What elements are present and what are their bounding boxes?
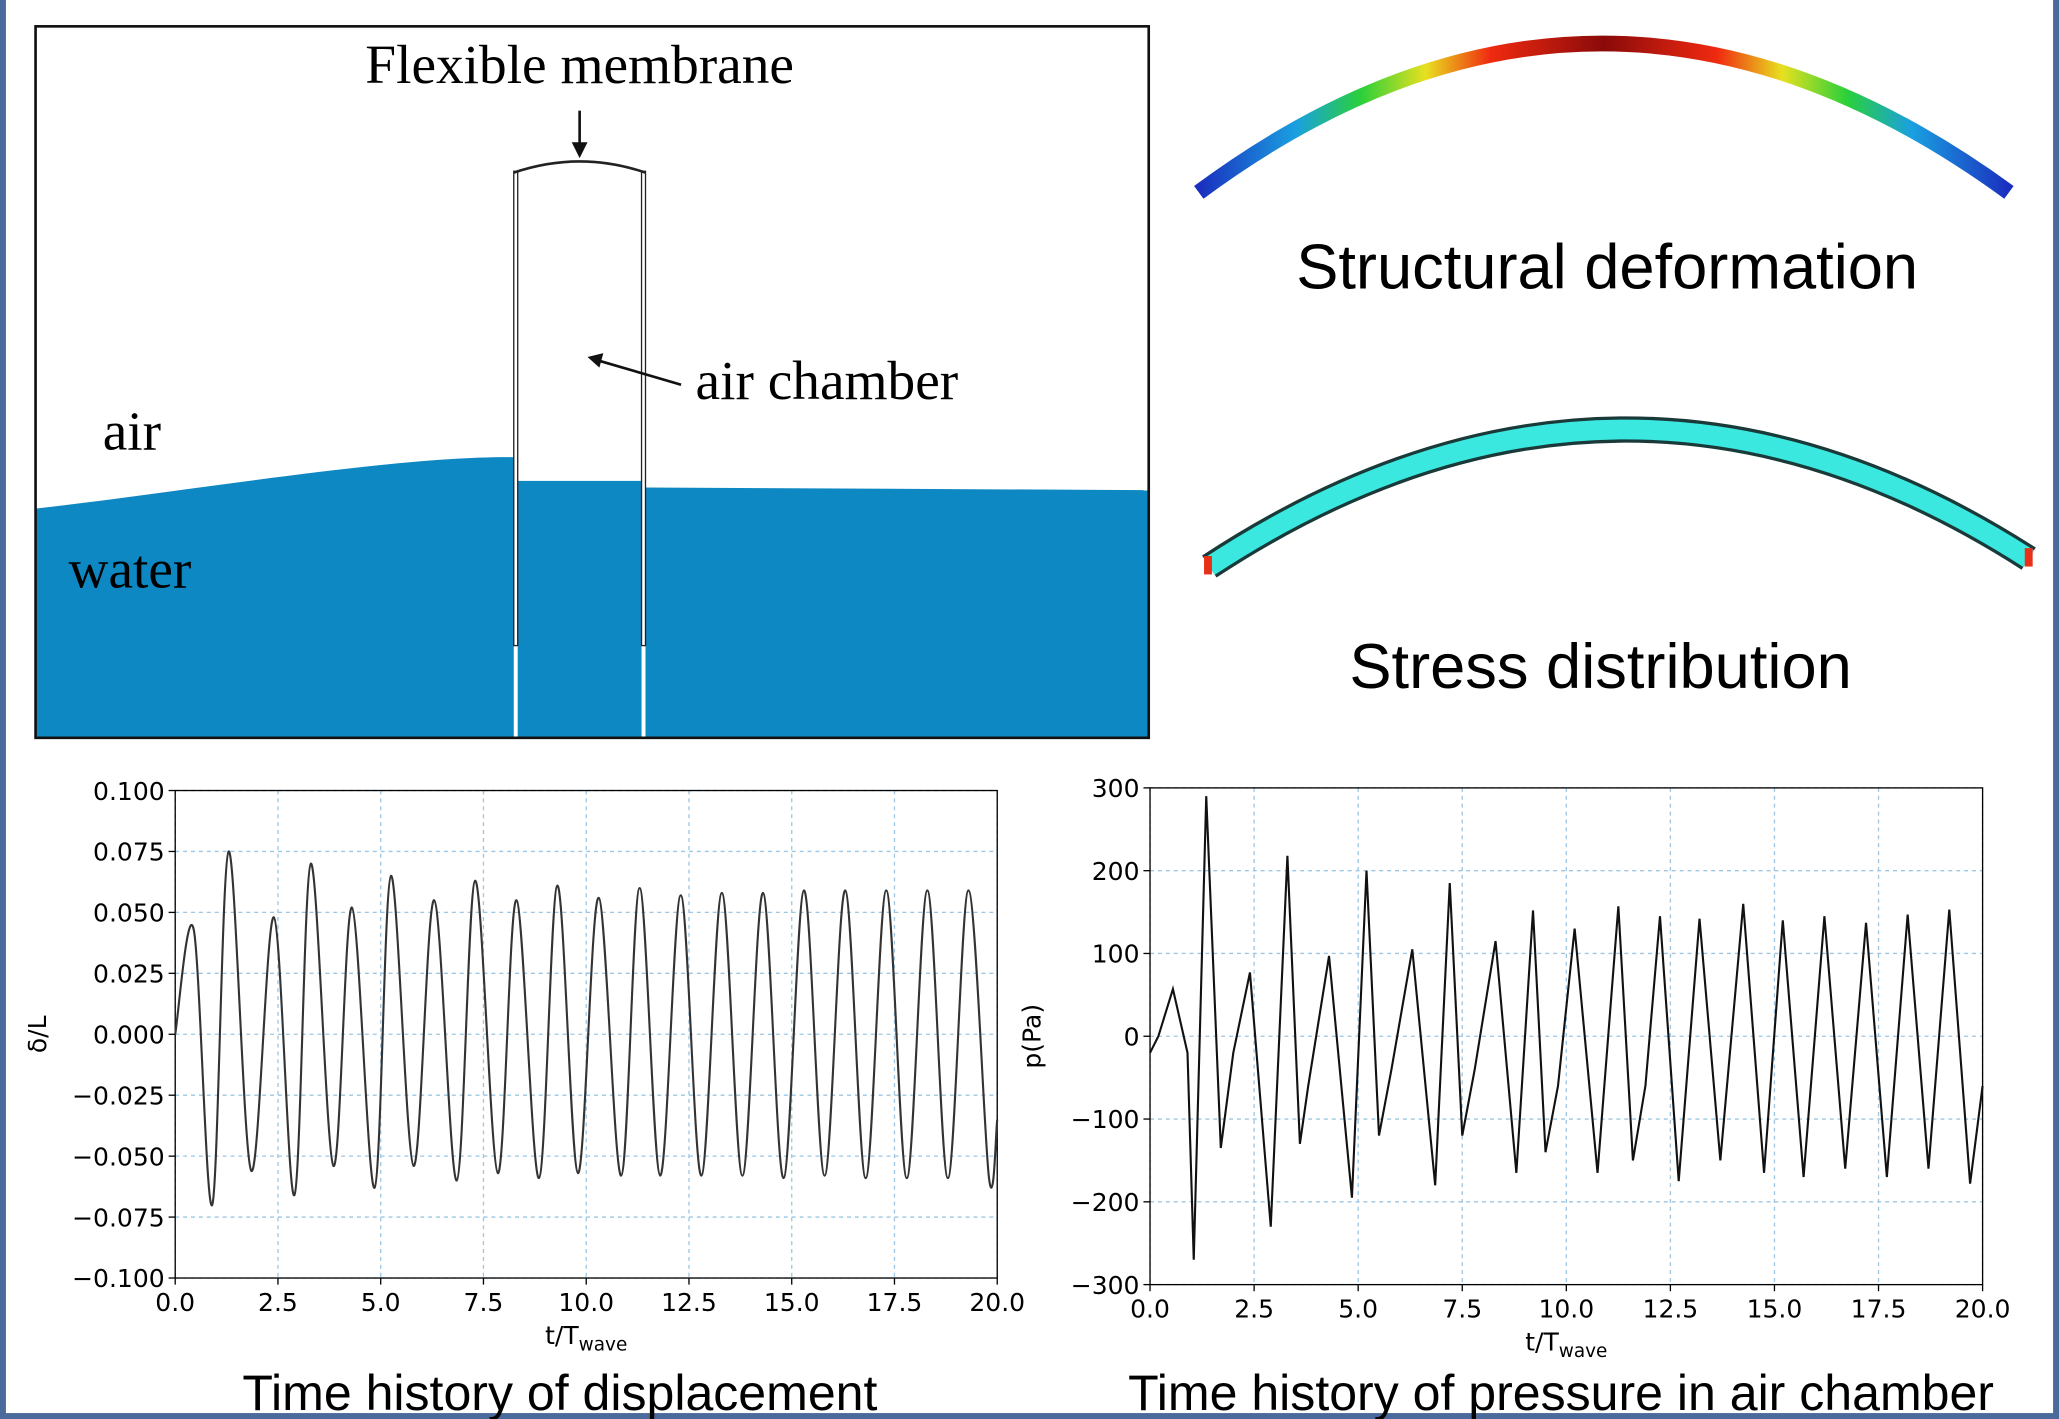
x-tick-label: 7.5	[464, 1288, 504, 1317]
y-tick-label: 0	[1124, 1022, 1140, 1051]
x-tick-label: 10.0	[1538, 1295, 1594, 1324]
x-tick-label: 12.5	[1643, 1295, 1699, 1324]
stress-shape	[1203, 419, 2035, 575]
diagram: Flexible membrane air chamber air water	[34, 25, 1151, 740]
arrow-head	[587, 353, 604, 368]
chart: 0.0 2.5 5.0 7.5 10.0 12.5 15.0 17.5 20.0 −300 −200…	[1018, 774, 2011, 1419]
y-tick-label: −200	[1071, 1188, 1140, 1217]
x-tick-label: 12.5	[661, 1288, 717, 1317]
x-tick-label: 5.0	[1338, 1295, 1378, 1324]
x-tick-label: 17.5	[867, 1288, 923, 1317]
x-axis-label: t/Twave	[1525, 1327, 1607, 1362]
chart-caption: Time history of pressure in air chamber	[1128, 1365, 1994, 1419]
y-tick-label: −300	[1071, 1271, 1140, 1300]
x-axis-label-main: t/T	[545, 1321, 579, 1350]
deformation-shape	[1194, 35, 2014, 199]
chart-caption: Time history of displacement	[242, 1365, 877, 1419]
x-tick-label: 5.0	[361, 1288, 401, 1317]
y-tick-label: 100	[1092, 940, 1140, 969]
caption: Stress distribution	[1349, 632, 1851, 702]
arrow-head	[571, 142, 588, 159]
plot-frame	[1149, 787, 1984, 1286]
caption: Structural deformation	[1296, 233, 1918, 303]
x-axis-label-sub: wave	[579, 1334, 628, 1355]
stress-hotspot	[1204, 556, 1212, 575]
y-tick-label: 0.025	[93, 960, 165, 989]
chamber-wall	[513, 170, 519, 647]
chamber-wall	[640, 170, 647, 647]
y-tick-label: −0.100	[72, 1264, 165, 1293]
label: air	[103, 400, 161, 461]
diagram-box	[34, 25, 1151, 740]
stress-hotspot	[2024, 548, 2033, 567]
y-tick-label: −100	[1071, 1105, 1140, 1134]
label: air chamber	[696, 350, 959, 411]
x-tick-label: 2.5	[1234, 1295, 1274, 1324]
x-axis-label: t/Twave	[545, 1321, 627, 1356]
x-tick-label: 0.0	[1130, 1295, 1170, 1324]
x-axis-label-sub: wave	[1559, 1341, 1608, 1362]
water-right	[645, 487, 1149, 738]
chart: 0.0 2.5 5.0 7.5 10.0 12.5 15.0 17.5 20.0 −0.100 −0…	[23, 777, 1025, 1419]
y-axis-label: δ/L	[23, 1015, 52, 1053]
x-tick-label: 10.0	[558, 1288, 614, 1317]
y-tick-label: 200	[1092, 857, 1140, 886]
y-tick-label: 0.075	[93, 838, 165, 867]
y-tick-label: −0.050	[72, 1142, 165, 1171]
y-tick-label: −0.075	[72, 1203, 165, 1232]
y-tick-label: 300	[1092, 774, 1140, 803]
x-axis-label-main: t/T	[1525, 1327, 1559, 1356]
label: water	[69, 539, 192, 600]
x-tick-label: 20.0	[1955, 1295, 2011, 1324]
x-tick-label: 15.0	[764, 1288, 820, 1317]
y-axis-label: p(Pa)	[1018, 1004, 1047, 1069]
x-tick-label: 20.0	[969, 1288, 1025, 1317]
water-chamber	[517, 480, 642, 738]
x-tick-label: 2.5	[258, 1288, 298, 1317]
label: Flexible membrane	[365, 34, 794, 95]
y-tick-label: −0.025	[72, 1081, 165, 1110]
y-tick-label: 0.100	[93, 777, 165, 806]
data-line	[174, 850, 999, 1206]
membrane	[513, 160, 646, 174]
x-tick-label: 17.5	[1851, 1295, 1907, 1324]
y-tick-label: 0.000	[93, 1020, 165, 1049]
y-tick-label: 0.050	[93, 899, 165, 928]
x-tick-label: 15.0	[1747, 1295, 1803, 1324]
arrow	[595, 358, 682, 386]
x-tick-label: 7.5	[1442, 1295, 1482, 1324]
water-left	[35, 457, 514, 738]
x-tick-label: 0.0	[155, 1288, 195, 1317]
data-line	[1149, 796, 1984, 1260]
